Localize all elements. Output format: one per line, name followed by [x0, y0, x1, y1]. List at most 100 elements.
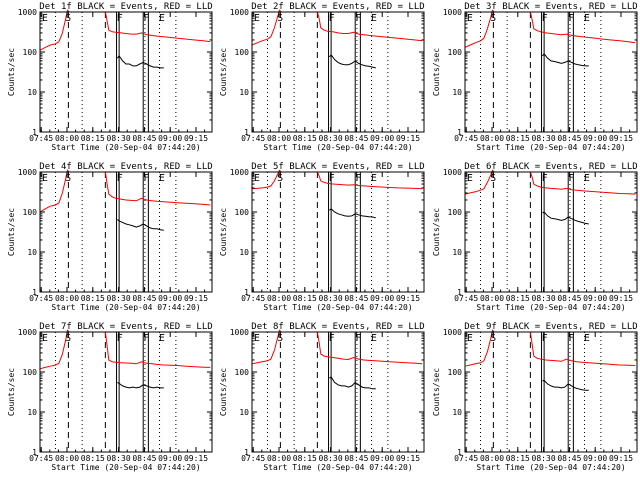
x-tick-label: 07:45: [454, 294, 478, 303]
x-tick-label: 08:00: [55, 134, 79, 143]
y-tick-label: 100: [448, 368, 463, 377]
x-tick-label: 08:15: [293, 134, 317, 143]
y-tick-label: 1: [244, 448, 249, 457]
series-line: [329, 376, 376, 390]
x-tick-label: 07:45: [29, 294, 53, 303]
x-tick-label: 08:00: [55, 294, 79, 303]
y-tick-label: 10: [239, 408, 249, 417]
x-tick-label: 07:45: [241, 294, 265, 303]
interval-label: E: [254, 13, 260, 24]
y-tick-label: 1000: [443, 8, 462, 17]
y-tick-label: 1: [457, 128, 462, 137]
plot-frame: [39, 331, 213, 453]
y-axis-label: Counts/sec: [432, 368, 441, 416]
y-tick-label: 1000: [18, 328, 37, 337]
interval-label: S: [490, 173, 496, 184]
y-tick-label: 100: [23, 48, 38, 57]
x-tick-label: 07:45: [29, 134, 53, 143]
y-tick-label: 1000: [443, 328, 462, 337]
interval-label: F: [355, 333, 361, 344]
y-axis-label: Counts/sec: [432, 208, 441, 256]
x-tick-label: 08:30: [319, 454, 343, 463]
x-tick-label: 08:45: [344, 454, 368, 463]
y-tick-label: 1: [32, 288, 37, 297]
x-axis-label: Start Time (20-Sep-04 07:44:20): [476, 303, 625, 312]
interval-label: F: [568, 13, 574, 24]
panel-title: Det 3f BLACK = Events, RED = LLD: [464, 2, 637, 12]
interval-label: F: [355, 13, 361, 24]
interval-label: E: [584, 173, 590, 184]
y-axis-label: Counts/sec: [7, 48, 16, 96]
interval-label: S: [65, 333, 71, 344]
panel-title: Det 5f BLACK = Events, RED = LLD: [251, 162, 424, 172]
x-tick-label: 08:30: [532, 294, 556, 303]
interval-label: E: [254, 173, 260, 184]
interval-label: E: [42, 333, 48, 344]
x-tick-label: 09:15: [184, 454, 208, 463]
x-tick-label: 08:45: [132, 134, 156, 143]
interval-label: E: [159, 333, 165, 344]
x-tick-label: 08:30: [532, 454, 556, 463]
series-line: [251, 9, 423, 46]
interval-label: F: [143, 13, 149, 24]
x-tick-label: 09:15: [184, 294, 208, 303]
x-tick-label: 08:45: [344, 294, 368, 303]
x-tick-label: 09:15: [609, 454, 633, 463]
panel-title: Det 1f BLACK = Events, RED = LLD: [39, 2, 212, 12]
panel-title: Det 4f BLACK = Events, RED = LLD: [39, 162, 212, 172]
x-tick-label: 09:00: [158, 134, 182, 143]
y-tick-label: 1000: [18, 8, 37, 17]
interval-label: S: [65, 13, 71, 24]
interval-label: F: [117, 173, 123, 184]
panel-title: Det 7f BLACK = Events, RED = LLD: [39, 322, 212, 332]
y-tick-label: 10: [27, 408, 37, 417]
x-tick-label: 09:00: [158, 454, 182, 463]
interval-label: F: [542, 13, 548, 24]
interval-label: F: [355, 173, 361, 184]
y-tick-label: 100: [23, 368, 38, 377]
interval-label: F: [542, 173, 548, 184]
interval-label: E: [371, 13, 377, 24]
x-tick-label: 08:45: [557, 294, 581, 303]
interval-label: E: [584, 13, 590, 24]
x-tick-label: 08:15: [81, 294, 105, 303]
x-axis-label: Start Time (20-Sep-04 07:44:20): [263, 463, 412, 472]
x-tick-label: 09:15: [609, 134, 633, 143]
interval-label: F: [329, 173, 335, 184]
x-tick-label: 08:15: [81, 134, 105, 143]
interval-label: E: [42, 13, 48, 24]
series-line: [39, 329, 211, 370]
series-line: [542, 53, 589, 67]
panel-title: Det 6f BLACK = Events, RED = LLD: [464, 162, 637, 172]
x-axis-label: Start Time (20-Sep-04 07:44:20): [263, 303, 412, 312]
x-tick-label: 08:15: [293, 454, 317, 463]
x-tick-label: 08:15: [506, 134, 530, 143]
x-tick-label: 08:00: [267, 294, 291, 303]
interval-label: F: [143, 173, 149, 184]
y-tick-label: 1000: [230, 168, 249, 177]
y-axis-label: Counts/sec: [219, 48, 228, 96]
y-tick-label: 1: [457, 288, 462, 297]
x-tick-label: 08:30: [107, 454, 131, 463]
x-tick-label: 08:45: [557, 454, 581, 463]
plot-frame: [251, 11, 425, 133]
x-tick-label: 08:45: [132, 454, 156, 463]
interval-label: F: [568, 333, 574, 344]
x-tick-label: 08:00: [480, 454, 504, 463]
x-axis-label: Start Time (20-Sep-04 07:44:20): [51, 463, 200, 472]
x-tick-label: 08:45: [344, 134, 368, 143]
y-tick-label: 10: [239, 88, 249, 97]
x-tick-label: 08:30: [319, 294, 343, 303]
interval-label: F: [143, 333, 149, 344]
series-line: [39, 169, 211, 213]
series-line: [116, 55, 164, 69]
y-tick-label: 10: [239, 248, 249, 257]
interval-label: E: [467, 333, 473, 344]
interval-label: F: [329, 13, 335, 24]
x-tick-label: 09:00: [583, 134, 607, 143]
y-axis-label: Counts/sec: [7, 208, 16, 256]
x-tick-label: 09:15: [396, 454, 420, 463]
